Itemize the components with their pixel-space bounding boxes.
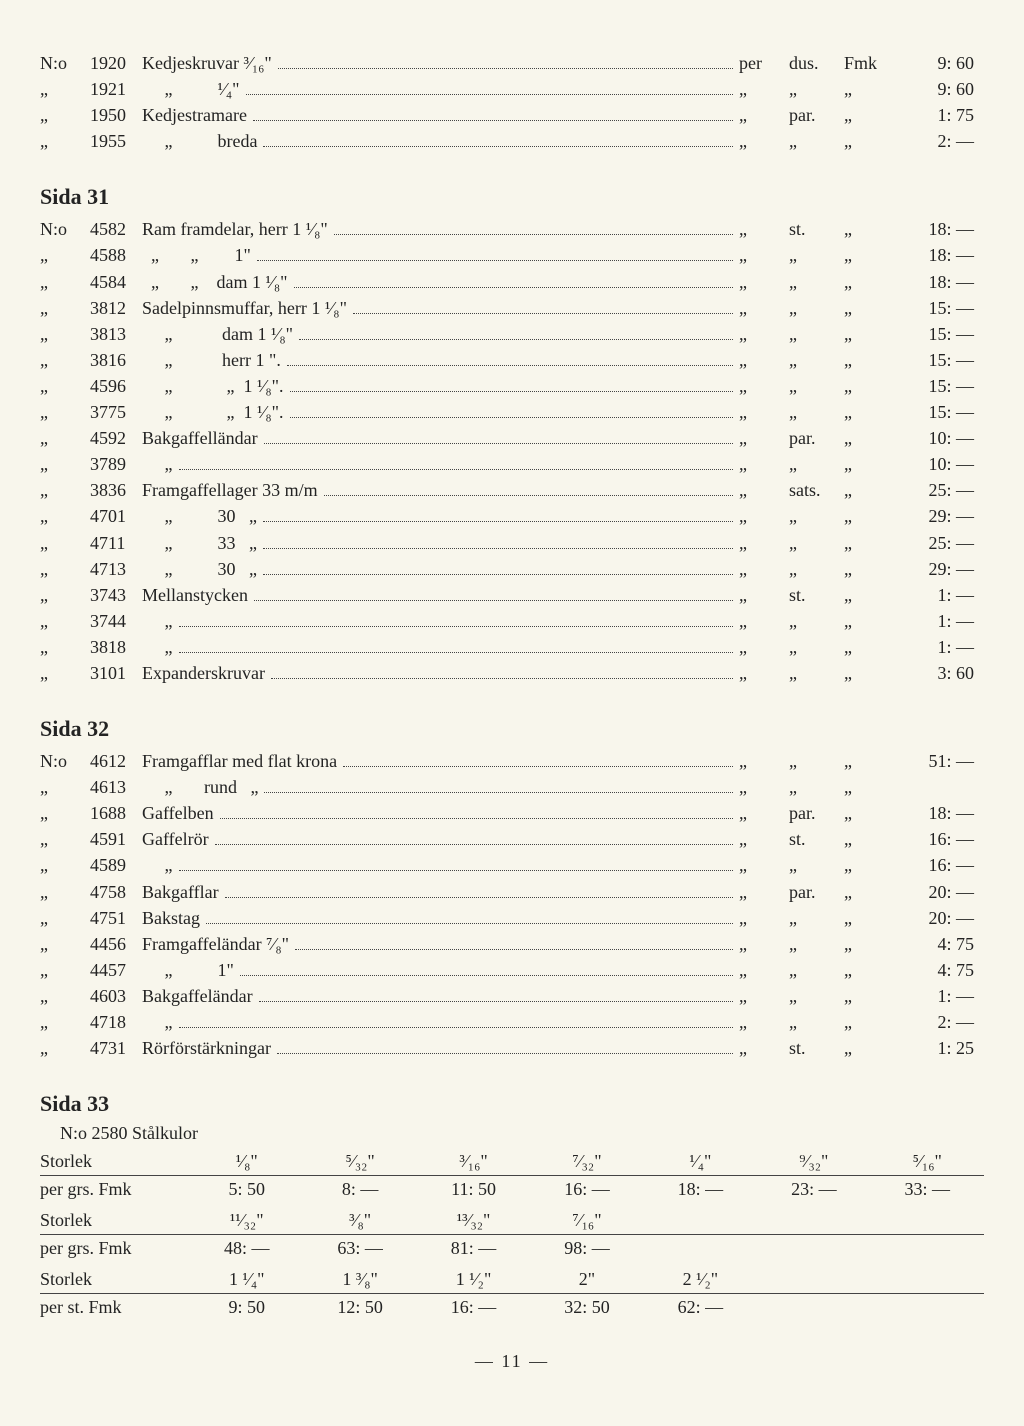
price-row: „3836Framgaffellager 33 m/m„sats.„25: — xyxy=(40,477,984,503)
price-row: „4701 „ 30 „„„„29: — xyxy=(40,503,984,529)
sida32-section: N:o4612Framgafflar med flat krona„„„51: … xyxy=(40,748,984,1061)
price-row: „4591Gaffelrör„st.„16: — xyxy=(40,826,984,852)
table-3: Storlek1 ¹⁄₄"1 ³⁄₈"1 ¹⁄₂"2"2 ¹⁄₂"per st.… xyxy=(40,1266,984,1321)
price-row: N:o4612Framgafflar med flat krona„„„51: … xyxy=(40,748,984,774)
price-row: „1955 „ breda„„„2: — xyxy=(40,128,984,154)
price-row: „4589 „„„„16: — xyxy=(40,852,984,878)
price-row: „3789 „„„„10: — xyxy=(40,451,984,477)
price-row: „4751Bakstag„„„20: — xyxy=(40,905,984,931)
table-2: Storlek¹¹⁄₃₂"³⁄₈"¹³⁄₃₂"⁷⁄₁₆"per grs. Fmk… xyxy=(40,1207,984,1262)
price-row: N:o4582Ram framdelar, herr 1 ¹⁄₈"„st.„18… xyxy=(40,216,984,242)
price-row: „3812Sadelpinnsmuffar, herr 1 ¹⁄₈"„„„15:… xyxy=(40,295,984,321)
sida33-subheader: N:o 2580 Stålkulor xyxy=(60,1123,984,1144)
price-row: „3743Mellanstycken„st.„1: — xyxy=(40,582,984,608)
price-row: „4456Framgaffeländar ⁷⁄₈"„„„4: 75 xyxy=(40,931,984,957)
sida33-heading: Sida 33 xyxy=(40,1091,984,1117)
top-section: N:o1920Kedjeskruvar ³⁄₁₆"perdus.Fmk9: 60… xyxy=(40,50,984,154)
price-row: „3744 „„„„1: — xyxy=(40,608,984,634)
sida31-section: N:o4582Ram framdelar, herr 1 ¹⁄₈"„st.„18… xyxy=(40,216,984,686)
price-row: „3816 „ herr 1 ".„„„15: — xyxy=(40,347,984,373)
table-1: Storlek¹⁄₈"⁵⁄₃₂"³⁄₁₆"⁷⁄₃₂"¹⁄₄"⁹⁄₃₂"⁵⁄₁₆"… xyxy=(40,1148,984,1203)
price-row: „3101Expanderskruvar„„„3: 60 xyxy=(40,660,984,686)
price-row: „4731Rörförstärkningar„st.„1: 25 xyxy=(40,1035,984,1061)
price-row: „3775 „ „ 1 ¹⁄₈".„„„15: — xyxy=(40,399,984,425)
price-row: „4603Bakgaffeländar„„„1: — xyxy=(40,983,984,1009)
price-row: „4596 „ „ 1 ¹⁄₈".„„„15: — xyxy=(40,373,984,399)
price-row: „1950Kedjestramare„par.„1: 75 xyxy=(40,102,984,128)
price-row: „4758Bakgafflar„par.„20: — xyxy=(40,879,984,905)
price-row: „4588 „ „ 1"„„„18: — xyxy=(40,242,984,268)
sida31-heading: Sida 31 xyxy=(40,184,984,210)
price-row: „4584 „ „ dam 1 ¹⁄₈"„„„18: — xyxy=(40,269,984,295)
price-row: „3813 „ dam 1 ¹⁄₈"„„„15: — xyxy=(40,321,984,347)
price-row: „4718 „„„„2: — xyxy=(40,1009,984,1035)
page-number: — 11 — xyxy=(40,1351,984,1372)
price-row: „4713 „ 30 „„„„29: — xyxy=(40,556,984,582)
price-row: „1921 „ ¹⁄₄"„„„9: 60 xyxy=(40,76,984,102)
price-row: „3818 „„„„1: — xyxy=(40,634,984,660)
price-row: „4711 „ 33 „„„„25: — xyxy=(40,530,984,556)
price-row: „4592Bakgaffelländar„par.„10: — xyxy=(40,425,984,451)
sida32-heading: Sida 32 xyxy=(40,716,984,742)
price-row: N:o1920Kedjeskruvar ³⁄₁₆"perdus.Fmk9: 60 xyxy=(40,50,984,76)
price-row: „4457 „ 1"„„„4: 75 xyxy=(40,957,984,983)
price-row: „1688Gaffelben„par.„18: — xyxy=(40,800,984,826)
price-row: „4613 „ rund „„„„ xyxy=(40,774,984,800)
